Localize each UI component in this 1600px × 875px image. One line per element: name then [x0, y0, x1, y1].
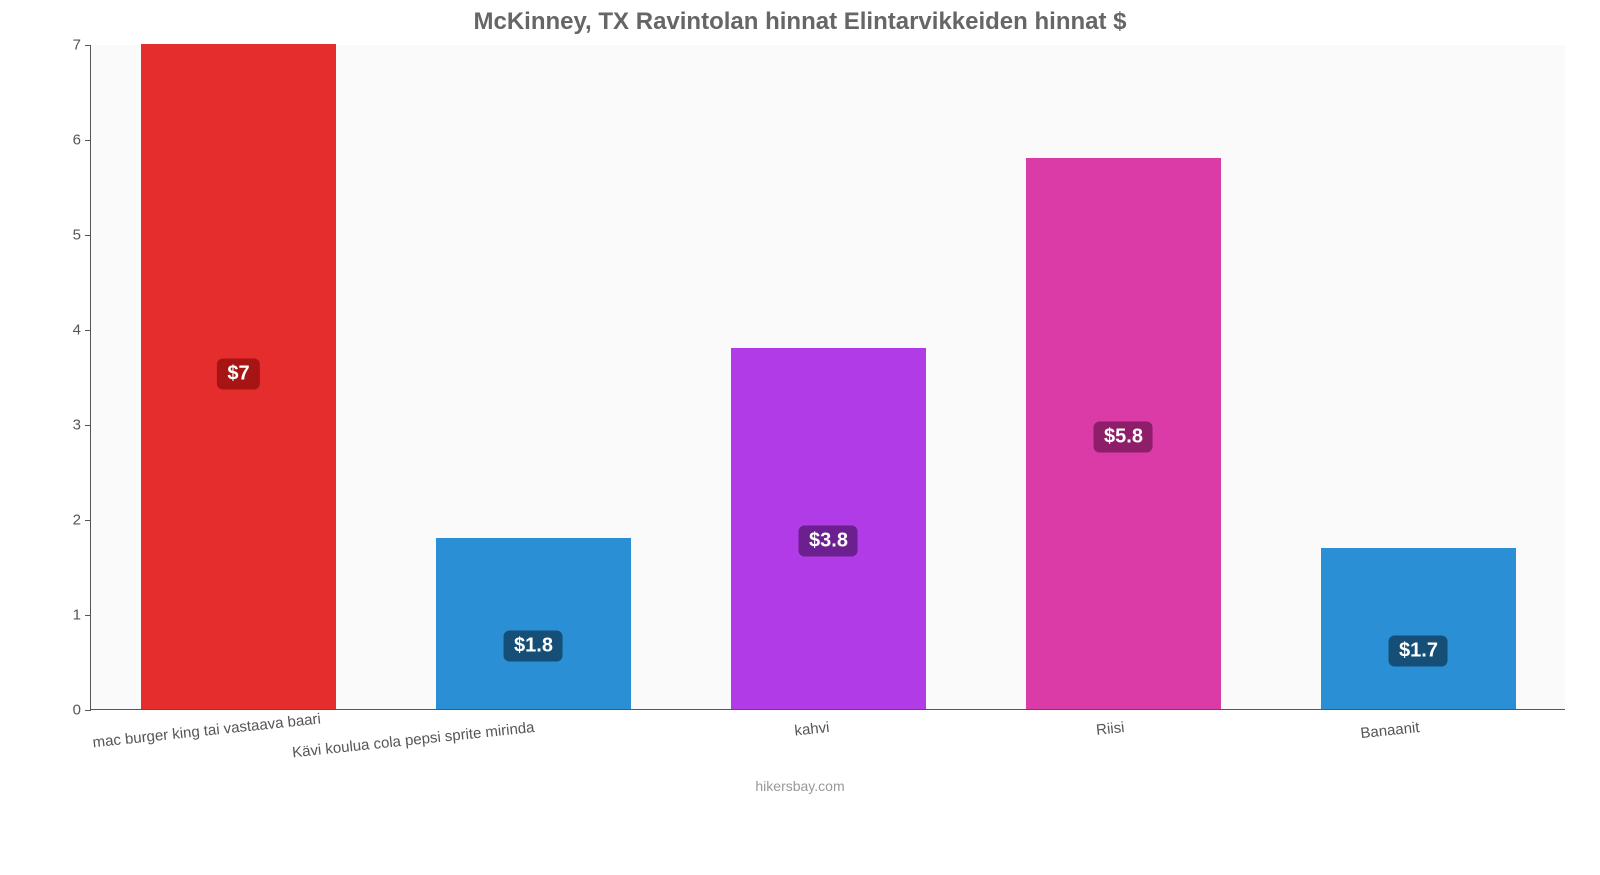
- bar: $1.7: [1321, 548, 1516, 710]
- bar-value-label: $5.8: [1094, 421, 1153, 452]
- x-tick-label: mac burger king tai vastaava baari: [92, 719, 240, 751]
- source-credit: hikersbay.com: [0, 778, 1600, 794]
- y-tick-label: 1: [46, 607, 81, 624]
- bar-value-label: $3.8: [799, 526, 858, 557]
- y-tick-mark: [85, 520, 91, 521]
- y-tick-label: 5: [46, 227, 81, 244]
- plot-area: 01234567$7mac burger king tai vastaava b…: [90, 45, 1565, 710]
- bar: $5.8: [1026, 158, 1221, 709]
- y-tick-label: 2: [46, 512, 81, 529]
- bar: $1.8: [436, 538, 631, 709]
- bar-chart: McKinney, TX Ravintolan hinnat Elintarvi…: [0, 0, 1600, 800]
- y-tick-label: 4: [46, 322, 81, 339]
- y-tick-mark: [85, 710, 91, 711]
- y-tick-label: 0: [46, 702, 81, 719]
- y-tick-mark: [85, 235, 91, 236]
- y-tick-label: 7: [46, 37, 81, 54]
- bar-value-label: $1.8: [504, 630, 563, 661]
- y-tick-mark: [85, 615, 91, 616]
- y-tick-label: 6: [46, 132, 81, 149]
- bar-value-label: $7: [217, 359, 259, 390]
- y-tick-mark: [85, 330, 91, 331]
- y-tick-label: 3: [46, 417, 81, 434]
- y-tick-mark: [85, 140, 91, 141]
- bar: $3.8: [731, 348, 926, 709]
- y-tick-mark: [85, 45, 91, 46]
- chart-title: McKinney, TX Ravintolan hinnat Elintarvi…: [0, 8, 1600, 36]
- bar: $7: [141, 44, 336, 709]
- bar-value-label: $1.7: [1389, 636, 1448, 667]
- y-tick-mark: [85, 425, 91, 426]
